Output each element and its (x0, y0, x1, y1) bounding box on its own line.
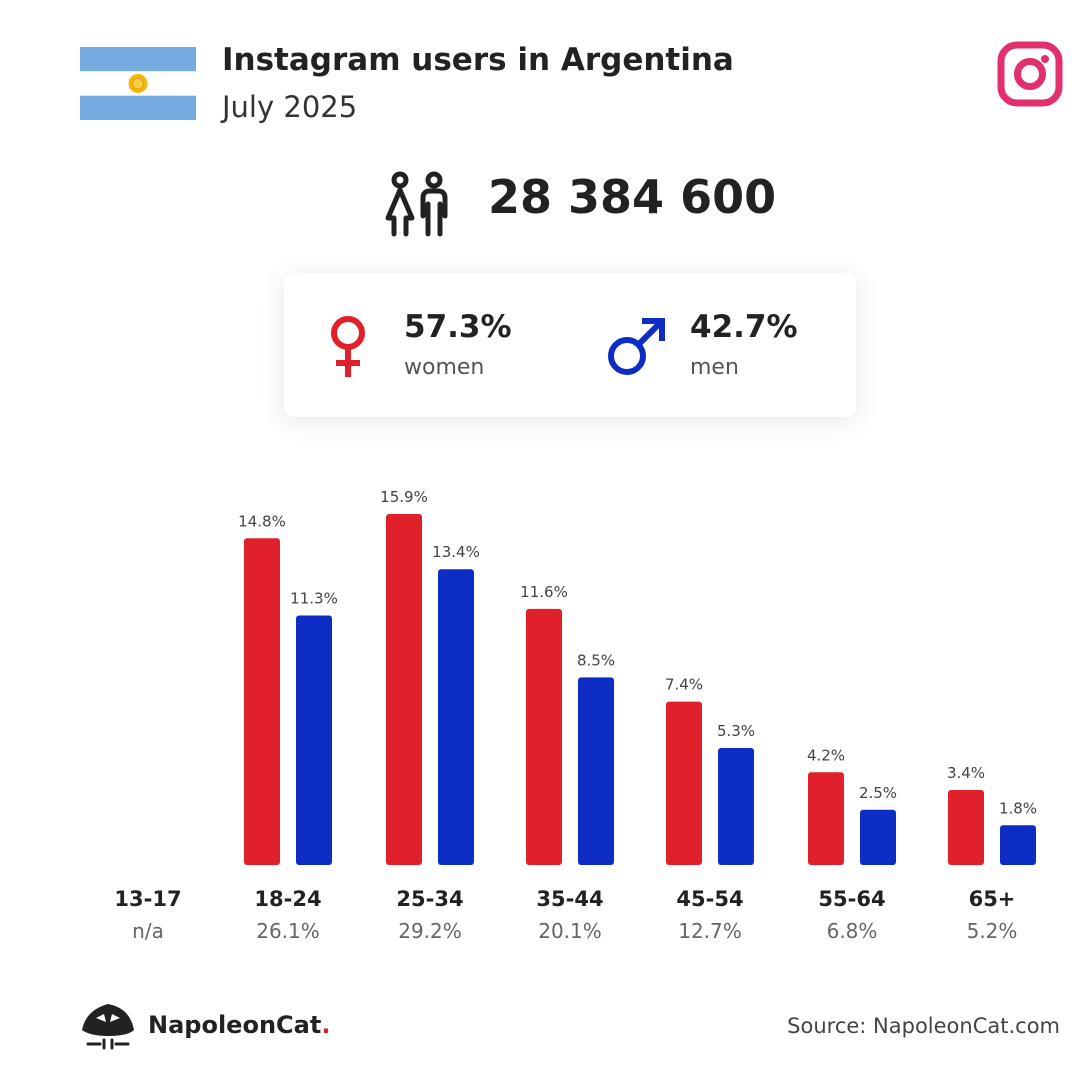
bar-women-45-54 (666, 701, 702, 865)
gender-card: 57.3% women 42.7% men (284, 273, 856, 417)
bar-men-55-64 (860, 809, 896, 865)
bar-women-55-64 (808, 772, 844, 865)
category-total-label: n/a (132, 919, 164, 943)
bar-value-label: 3.4% (947, 764, 985, 782)
total-users: 28 384 600 (488, 170, 777, 224)
people-icon (385, 171, 448, 237)
category-total-label: 20.1% (538, 919, 602, 943)
bar-value-label: 7.4% (665, 676, 703, 694)
category-total-label: 29.2% (398, 919, 462, 943)
bar-men-18-24 (296, 615, 332, 865)
bar-value-label: 4.2% (807, 746, 845, 764)
bar-women-18-24 (244, 538, 280, 865)
page-subtitle: July 2025 (222, 90, 358, 124)
footer-brand: NapoleonCat. (148, 1011, 330, 1039)
age-gender-bar-chart: 13-17 n/a 14.8% 11.3% 18-24 26.1% 15.9% 13.4% 25… (114, 488, 1037, 943)
category-label: 45-54 (676, 887, 743, 911)
bar-men-65+ (1000, 825, 1036, 865)
category-total-label: 6.8% (827, 919, 878, 943)
category-total-label: 12.7% (678, 919, 742, 943)
bar-value-label: 8.5% (577, 651, 615, 669)
bar-men-45-54 (718, 748, 754, 865)
bar-value-label: 14.8% (238, 512, 286, 530)
footer-brand-name: NapoleonCat (148, 1011, 322, 1039)
category-label: 18-24 (254, 887, 321, 911)
page-title: Instagram users in Argentina (222, 42, 734, 78)
argentina-flag-icon (80, 47, 196, 120)
category-total-label: 5.2% (967, 919, 1018, 943)
category-total-label: 26.1% (256, 919, 320, 943)
category-label: 25-34 (396, 887, 463, 911)
bar-men-35-44 (578, 677, 614, 865)
instagram-logo-icon (997, 41, 1063, 107)
category-label: 65+ (969, 887, 1016, 911)
bar-value-label: 5.3% (717, 722, 755, 740)
napoleoncat-logo-icon (82, 1004, 134, 1050)
men-percentage: 42.7% (690, 309, 798, 345)
bar-value-label: 2.5% (859, 784, 897, 802)
category-label: 35-44 (536, 887, 603, 911)
male-symbol-icon (608, 318, 665, 375)
footer-brand-dot: . (321, 1011, 331, 1039)
bar-value-label: 13.4% (432, 543, 480, 561)
female-symbol-icon (331, 316, 365, 377)
bar-value-label: 1.8% (999, 799, 1037, 817)
category-label: 55-64 (818, 887, 885, 911)
women-label: women (404, 355, 485, 380)
men-label: men (690, 355, 739, 380)
category-label: 13-17 (114, 887, 181, 911)
bar-women-35-44 (526, 608, 562, 865)
source-credit: Source: NapoleonCat.com (787, 1014, 1060, 1038)
bar-value-label: 11.3% (290, 590, 338, 608)
bar-men-25-34 (438, 569, 474, 865)
women-percentage: 57.3% (404, 309, 512, 345)
bar-value-label: 11.6% (520, 583, 568, 601)
bar-women-25-34 (386, 514, 422, 865)
bar-women-65+ (948, 789, 984, 865)
bar-value-label: 15.9% (380, 488, 428, 506)
